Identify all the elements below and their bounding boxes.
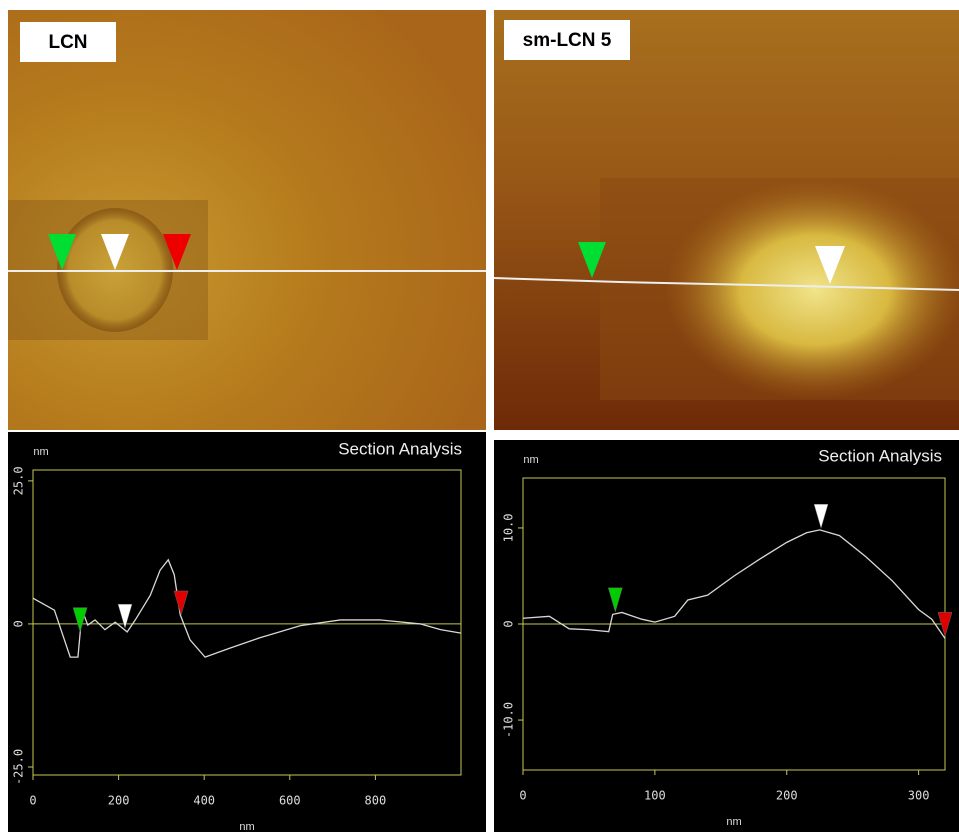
x-tick-label: 300 <box>908 789 930 803</box>
x-tick-label: 800 <box>365 794 387 808</box>
x-tick-label: 400 <box>193 794 215 808</box>
x-tick-label: 100 <box>644 789 666 803</box>
x-axis-label: nm <box>726 816 741 828</box>
x-tick-label: 200 <box>108 794 130 808</box>
y-axis-label: nm <box>523 454 538 466</box>
x-tick-label: 600 <box>279 794 301 808</box>
chart-title: Section Analysis <box>338 439 462 458</box>
y-tick-label: 10.0 <box>502 513 516 542</box>
panel-label: sm-LCN 5 <box>523 30 612 51</box>
y-tick-label: 25.0 <box>12 466 26 495</box>
y-tick-label: -25.0 <box>12 749 26 785</box>
y-tick-label: 0 <box>502 620 516 627</box>
x-tick-label: 0 <box>29 794 36 808</box>
afm-image-right <box>494 10 959 430</box>
figure: LCN sm-LCN 5 Section Analysisnmnm-25.002… <box>0 0 959 832</box>
x-tick-label: 0 <box>519 789 526 803</box>
panel-label: LCN <box>48 32 87 53</box>
afm-image-left <box>8 10 486 430</box>
chart-title: Section Analysis <box>818 446 942 465</box>
y-axis-label: nm <box>33 446 48 458</box>
plot-bg <box>494 440 959 832</box>
y-tick-label: 0 <box>12 620 26 627</box>
x-tick-label: 200 <box>776 789 798 803</box>
x-axis-label: nm <box>239 821 254 832</box>
y-tick-label: -10.0 <box>502 702 516 738</box>
